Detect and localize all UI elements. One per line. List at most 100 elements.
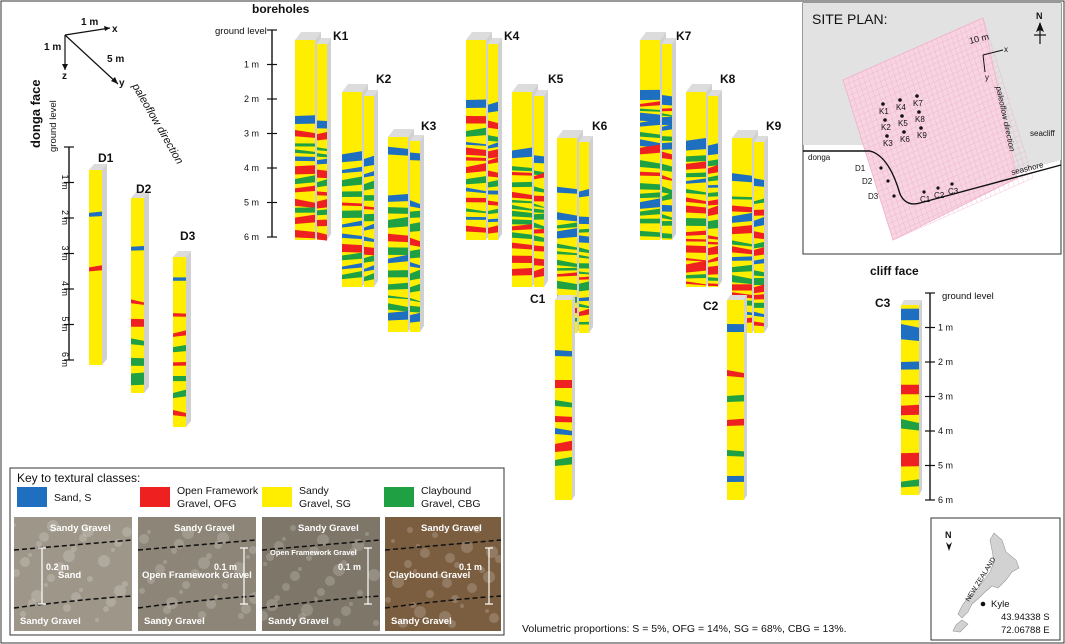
label-K6: K6 [592,119,608,133]
label-K3: K3 [421,119,437,133]
label-C2: C2 [703,299,719,313]
photo-label: Sandy Gravel [20,616,81,627]
legend-panel: Key to textural classes: Sand, S Open Fra… [9,467,505,636]
plan-point [898,98,902,102]
cliff-title: cliff face [870,264,919,278]
cliff-column-C1 [555,295,575,500]
texture-photo: Sandy Gravel Open Framework Gravel Sandy G… [137,517,261,631]
depth-tick-label: 3 m [938,392,953,402]
depth-tick-label: 1 m [244,60,259,70]
plan-scale-label: 10 m [968,31,990,46]
depth-tick-label: 5 m [938,461,953,471]
axis-triad: x 1 m 1 m z 5 m y paleoflow direction [44,17,185,166]
depth-tick-label: 4 m [938,426,953,436]
plan-label-K7: K7 [913,99,923,108]
photo-label: Sandy Gravel [421,523,482,534]
plan-label-C2: C2 [934,191,945,200]
depth-tick-label: 3 m [60,246,70,261]
label-K8: K8 [720,72,736,86]
depth-tick-label: 5 m [60,317,70,332]
photo-scale-label: 0.1 m [338,562,361,572]
photo-label: Sandy Gravel [50,523,111,534]
legend-label: Open Framework [177,485,259,497]
depth-tick-label: 2 m [60,210,70,225]
seacliff-label: seacliff [1030,129,1056,138]
site-latitude: 43.94338 S [1001,612,1050,623]
plan-x-label: x [1004,45,1008,54]
legend-label-line2: Gravel, SG [299,498,351,510]
photo-label: Sandy Gravel [391,616,452,627]
x-axis-label: x [112,24,118,35]
cliff-ground-label: ground level [942,291,994,302]
site-name: Kyle [991,599,1009,610]
cliff-depth-scale: 1 m 2 m 3 m 4 m 5 m 6 m [925,292,953,505]
plan-label-C1: C1 [920,195,931,204]
plan-label-K5: K5 [898,119,908,128]
photo-label: Sandy Gravel [298,523,359,534]
label-K5: K5 [548,72,564,86]
plan-label-D1: D1 [855,164,866,173]
borehole-K3-side [410,135,424,332]
legend-label: Sandy [299,485,330,497]
plan-label-K1: K1 [879,107,889,116]
label-K9: K9 [766,119,782,133]
plan-label-D2: D2 [862,177,873,186]
borehole-K1-side [317,38,331,241]
label-K4: K4 [504,29,520,43]
plan-label-K8: K8 [915,115,925,124]
photo-label: Open Framework Gravel [270,548,357,557]
boreholes-title: boreholes [252,2,310,16]
y-scale-label: 5 m [107,54,124,65]
donga-ground-label: ground level [48,100,59,152]
label-C1: C1 [530,292,546,306]
depth-tick-label: 6 m [938,495,953,505]
plan-point [917,110,921,114]
borehole-K3 [388,129,414,332]
label-K1: K1 [333,29,349,43]
plan-point [885,134,889,138]
plan-donga-label: donga [808,153,831,162]
borehole-K9-side [754,136,768,333]
x-scale-label: 1 m [81,17,98,28]
plan-point [900,114,904,118]
photo-scale-label: 0.2 m [46,562,69,572]
column-D1 [89,164,107,365]
borehole-K4 [466,32,492,240]
depth-tick-label: 4 m [60,281,70,296]
z-scale-label: 1 m [44,42,61,53]
depth-tick-label: 5 m [244,198,259,208]
borehole-K6-side [579,136,593,333]
z-axis-label: z [62,71,67,82]
label-D2: D2 [136,182,152,196]
plan-label-C3: C3 [948,187,959,196]
depth-tick-label: 1 m [938,323,953,333]
photo-label: Open Framework Gravel [142,570,252,581]
plan-north-label: N [1036,11,1043,21]
plan-label-K3: K3 [883,139,893,148]
legend-swatch [384,487,414,507]
label-C3: C3 [875,296,891,310]
borehole-depth-scale: 1 m 2 m 3 m 4 m 5 m 6 m [244,29,277,242]
y-axis-label: y [119,78,125,89]
texture-photo: Sandy Gravel Open Framework Gravel Sandy G… [258,517,381,631]
photo-label: Sandy Gravel [174,523,235,534]
legend-swatch [262,487,292,507]
log-columns [89,32,922,500]
plan-point [881,102,885,106]
borehole-K2-side [364,90,378,287]
plan-point [902,130,906,134]
plan-label-K2: K2 [881,123,891,132]
borehole-K7-side [662,38,676,240]
volumetric-proportions: Volumetric proportions: S = 5%, OFG = 14… [522,623,847,635]
plan-point [919,126,923,130]
site-plan-title: SITE PLAN: [812,11,887,27]
texture-photo: Sandy Gravel Sand Sandy Gravel 0.2 m [12,517,133,631]
borehole-K5-side [534,90,548,287]
photo-scale-label: 0.1 m [214,562,237,572]
photo-label: Sandy Gravel [144,616,205,627]
borehole-K8-side [708,90,722,287]
cliff-column-C2 [727,295,747,500]
legend-swatch [140,487,170,507]
label-D1: D1 [98,151,114,165]
